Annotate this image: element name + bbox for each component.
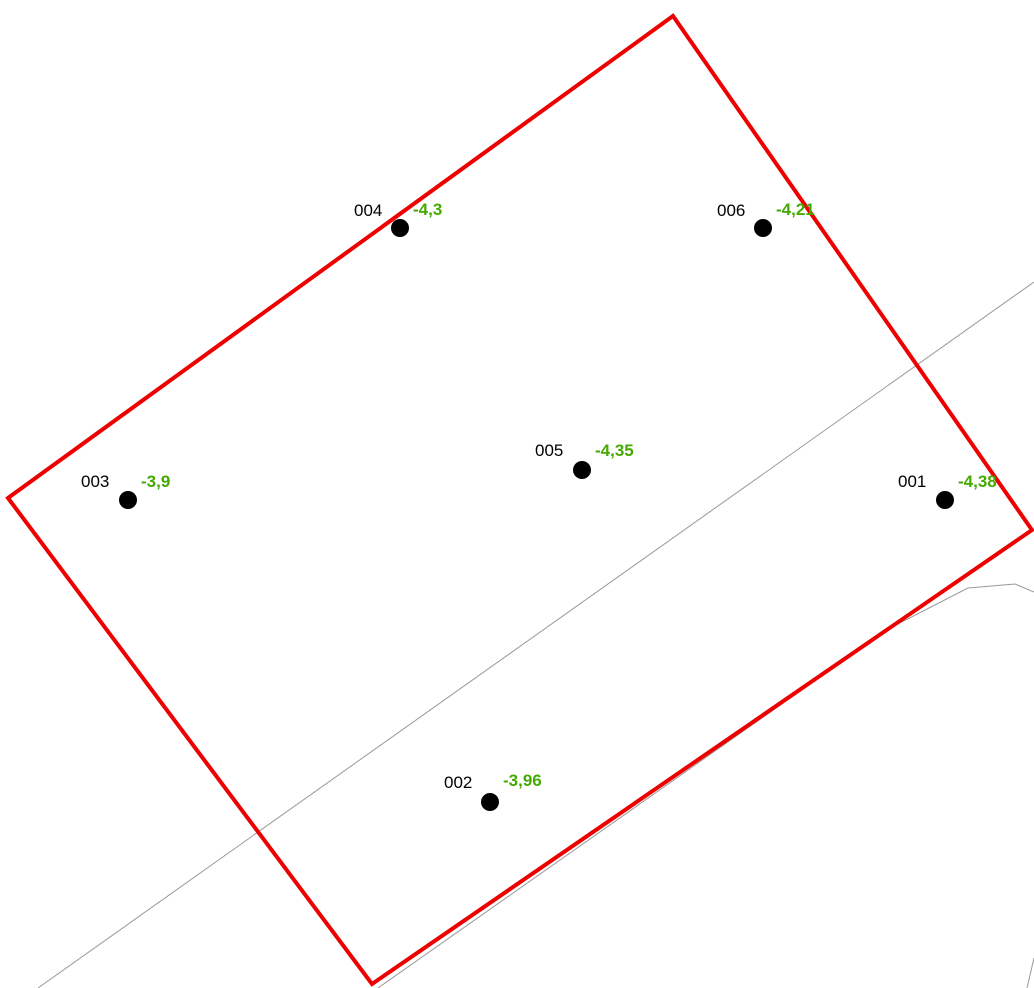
point-value-label: -4,3	[413, 200, 442, 219]
survey-point-006[interactable]: 006 -4,21	[717, 200, 815, 237]
survey-point-004[interactable]: 004 -4,3	[354, 200, 442, 237]
point-value-label: -4,21	[776, 200, 815, 219]
point-id-label: 002	[444, 773, 472, 792]
reference-line-right-edge	[1026, 957, 1034, 988]
point-value-label: -3,96	[503, 771, 542, 790]
survey-point-005[interactable]: 005 -4,35	[535, 441, 634, 479]
point-value-label: -3,9	[141, 472, 170, 491]
reference-line-diagonal	[37, 281, 1034, 988]
point-marker[interactable]	[573, 461, 591, 479]
point-value-label: -4,35	[595, 441, 634, 460]
reference-line-parcel-edge	[377, 583, 1034, 988]
point-marker[interactable]	[936, 491, 954, 509]
point-marker[interactable]	[754, 219, 772, 237]
point-marker[interactable]	[391, 219, 409, 237]
survey-boundary[interactable]	[5, 13, 1034, 987]
point-marker[interactable]	[119, 491, 137, 509]
point-marker[interactable]	[481, 793, 499, 811]
point-id-label: 001	[898, 472, 926, 491]
point-value-label: -4,38	[958, 472, 997, 491]
survey-point-002[interactable]: 002 -3,96	[444, 771, 542, 811]
point-id-label: 005	[535, 441, 563, 460]
survey-point-003[interactable]: 003 -3,9	[81, 472, 170, 509]
point-id-label: 006	[717, 201, 745, 220]
point-id-label: 004	[354, 201, 382, 220]
point-id-label: 003	[81, 472, 109, 491]
survey-point-001[interactable]: 001 -4,38	[898, 472, 997, 509]
